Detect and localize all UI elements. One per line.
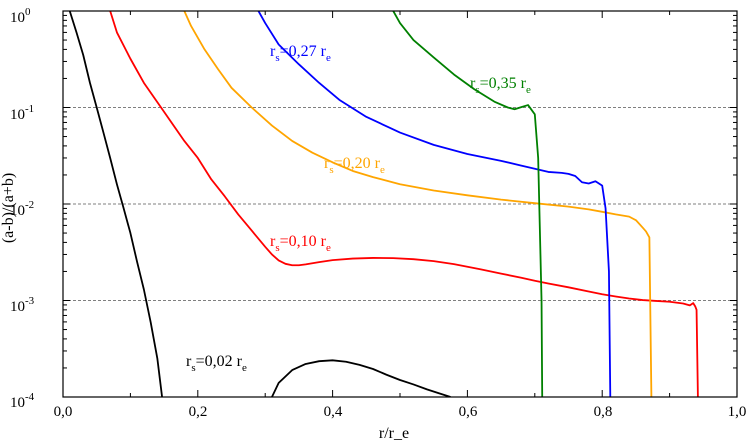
y-axis-label: (a-b)/(a+b): [0, 173, 17, 243]
series-label-rs-0-20: rs=0,20 re: [324, 155, 385, 176]
axis-ticks: [62, 10, 738, 398]
reference-lines: [63, 107, 737, 301]
y-tick-label: 10-2: [10, 199, 34, 219]
x-tick-label: 0,6: [459, 404, 478, 420]
x-axis-label: r/r_e: [379, 425, 409, 442]
x-tick-label: 0,2: [189, 404, 208, 420]
series-line-rs-0-35-re-seg0: [392, 11, 544, 397]
x-tick-label: 0,8: [594, 404, 613, 420]
y-tick-label: 10-4: [10, 391, 35, 411]
x-tick-label: 1,0: [728, 404, 747, 420]
series-label-rs-0-02: rs=0,02 re: [186, 353, 247, 374]
series-label-rs-0-35: rs=0,35 re: [470, 75, 531, 96]
series-line-rs-0-27-re-seg0: [257, 11, 612, 397]
y-tick-label: 10-1: [10, 103, 34, 123]
series-line-rs-0-02-re-seg1: [271, 359, 451, 397]
series-line-rs-0-02-re-seg0: [68, 11, 163, 397]
series-label-rs-0-10: rs=0,10 re: [270, 233, 331, 254]
y-tick-label: 100: [10, 6, 31, 26]
x-tick-label: 0,0: [54, 404, 73, 420]
series-line-rs-0-20-re-seg0: [183, 11, 653, 397]
y-tick-label: 10-3: [10, 295, 35, 315]
plot-series: [68, 11, 699, 397]
x-tick-label: 0,4: [324, 404, 343, 420]
series-label-rs-0-27: rs=0,27 re: [270, 43, 331, 64]
